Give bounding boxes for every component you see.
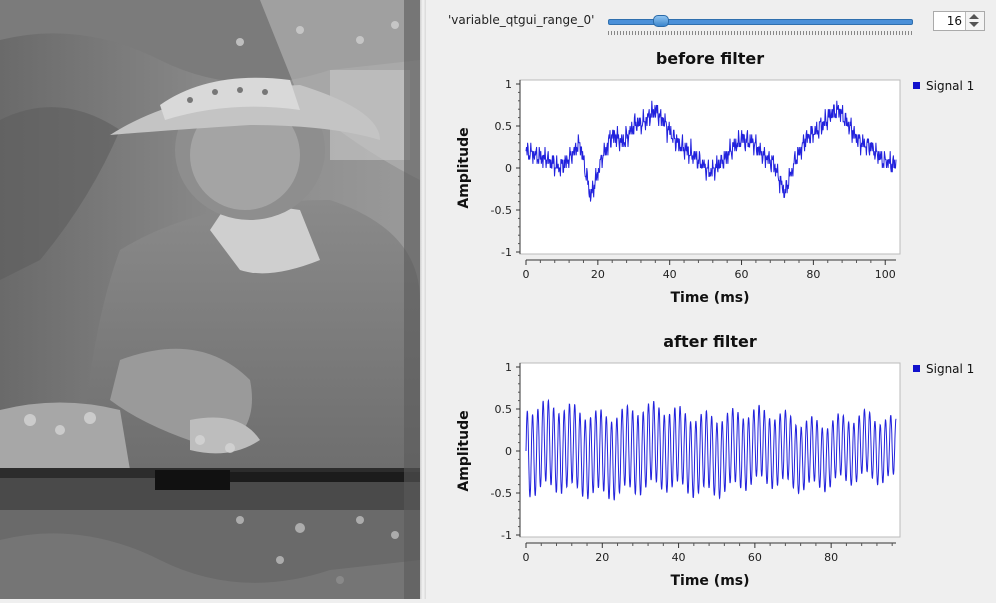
spinbox-buttons <box>965 12 984 30</box>
y-tick-label: 1 <box>505 78 512 91</box>
x-tick-label: 40 <box>672 551 686 564</box>
before-filter-plot[interactable]: before filter 1 0.5 0 -0.5 -1 0 20 40 60 80 100 A… <box>426 40 996 320</box>
x-tick-label: 20 <box>591 268 605 281</box>
panel-splitter[interactable] <box>420 0 426 599</box>
x-tick-label: 0 <box>523 268 530 281</box>
y-axis: 1 0.5 0 -0.5 -1 <box>491 78 521 259</box>
y-tick-label: 0 <box>505 445 512 458</box>
range-slider[interactable] <box>608 13 913 35</box>
x-axis-label: Time (ms) <box>670 290 749 306</box>
slider-handle[interactable] <box>653 15 669 27</box>
signal-1-series <box>525 100 897 202</box>
y-tick-label: 0.5 <box>495 403 513 416</box>
signal-1-line <box>525 398 897 501</box>
y-axis: 1 0.5 0 -0.5 -1 <box>491 361 521 542</box>
y-tick-label: -0.5 <box>491 204 512 217</box>
after-filter-plot[interactable]: after filter 1 0.5 0 -0.5 -1 0 20 40 60 80 Ampli… <box>426 323 996 603</box>
y-tick-label: 0.5 <box>495 120 513 133</box>
slider-ticks <box>608 31 913 35</box>
x-axis-label: Time (ms) <box>670 573 749 589</box>
plot-title: after filter <box>663 332 757 351</box>
slider-groove <box>608 19 913 25</box>
y-axis-label: Amplitude <box>456 410 472 491</box>
x-axis: 0 20 40 60 80 <box>523 542 896 564</box>
range-spinbox[interactable]: 16 <box>933 11 985 31</box>
signal-1-line <box>525 100 897 202</box>
y-axis-label: Amplitude <box>456 127 472 208</box>
x-tick-label: 100 <box>875 268 896 281</box>
y-tick-label: 0 <box>505 162 512 175</box>
x-tick-label: 60 <box>735 268 749 281</box>
x-axis: 0 20 40 60 80 100 <box>523 259 896 281</box>
legend-marker <box>913 82 920 89</box>
x-tick-label: 0 <box>523 551 530 564</box>
y-tick-label: 1 <box>505 361 512 374</box>
spinbox-value: 16 <box>946 14 962 28</box>
x-tick-label: 40 <box>663 268 677 281</box>
video-frame-image <box>0 0 420 599</box>
y-tick-label: -1 <box>501 529 512 542</box>
legend-marker <box>913 365 920 372</box>
x-tick-label: 20 <box>595 551 609 564</box>
plot-title: before filter <box>656 49 764 68</box>
x-tick-label: 80 <box>824 551 838 564</box>
x-tick-label: 80 <box>806 268 820 281</box>
y-tick-label: -1 <box>501 246 512 259</box>
legend-label[interactable]: Signal 1 <box>926 79 974 93</box>
x-tick-label: 60 <box>748 551 762 564</box>
spin-down-arrow-icon[interactable] <box>969 22 979 27</box>
range-variable-label: 'variable_qtgui_range_0' <box>448 13 595 27</box>
legend-label[interactable]: Signal 1 <box>926 362 974 376</box>
signal-1-series <box>525 398 897 501</box>
qtgui-panel: 'variable_qtgui_range_0' 16 before filte… <box>426 0 996 599</box>
spin-up-arrow-icon[interactable] <box>969 14 979 19</box>
y-tick-label: -0.5 <box>491 487 512 500</box>
